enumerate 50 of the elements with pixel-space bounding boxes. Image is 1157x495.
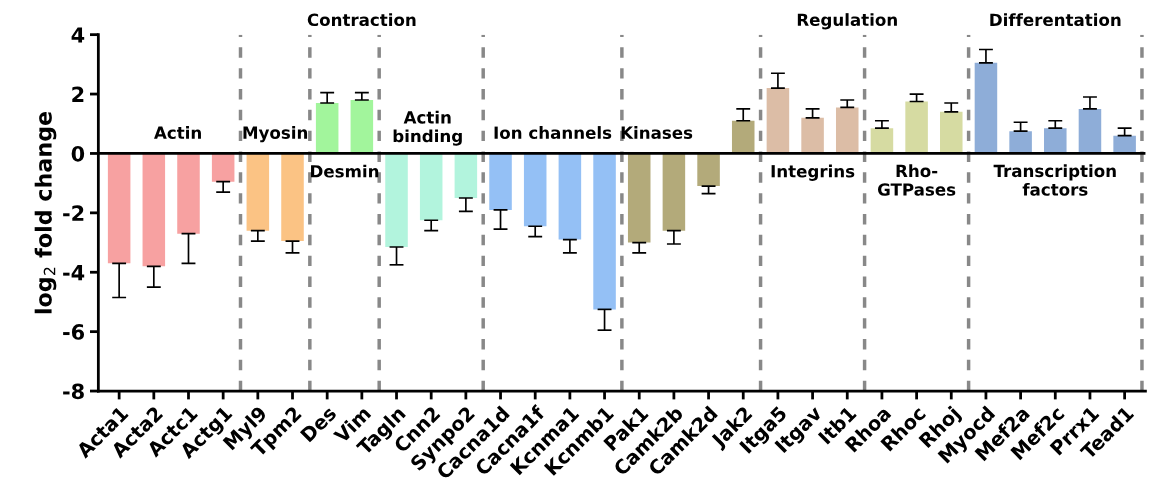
bar — [1009, 131, 1032, 154]
y-axis-title: log$_{2}$ fold change — [34, 111, 57, 314]
bar — [558, 153, 582, 240]
annotation: Desmin — [311, 164, 379, 178]
bar — [731, 120, 755, 154]
bar — [177, 153, 200, 234]
text: Differentation — [990, 13, 1121, 27]
annotation: Transcription factors — [993, 164, 1116, 196]
bar — [766, 88, 790, 154]
annotation: Ion channels — [494, 126, 612, 139]
annotation: Kinases — [621, 126, 693, 139]
bar — [419, 153, 443, 221]
bar — [940, 111, 963, 154]
bar — [801, 117, 824, 154]
bar — [454, 153, 478, 198]
bar — [489, 153, 512, 210]
bar — [142, 153, 166, 267]
y-tick-label: -4 — [63, 264, 85, 281]
text: Regulation — [797, 13, 897, 30]
bar — [905, 101, 928, 154]
bar — [350, 99, 374, 154]
bar — [1113, 135, 1136, 154]
y-tick-label: 2 — [72, 86, 84, 102]
bar — [974, 62, 998, 154]
y-tick-label: 4 — [71, 27, 85, 43]
text: Contraction — [307, 13, 416, 27]
bar — [1044, 128, 1067, 154]
annotation: Integrins — [771, 164, 855, 181]
bar — [593, 153, 616, 310]
annotation: Rho- GTPases — [877, 164, 956, 196]
y-tick-label: -2 — [63, 205, 84, 221]
bar — [1078, 108, 1102, 154]
y-tick-label: -6 — [63, 324, 85, 340]
bar — [385, 153, 408, 248]
bar — [281, 153, 304, 242]
y-tick-label: 0 — [71, 145, 85, 162]
bar — [523, 153, 547, 227]
y-tick-label: -8 — [63, 383, 84, 400]
bar — [697, 153, 720, 187]
bar — [107, 153, 131, 264]
bar — [662, 153, 686, 231]
annotation: Actin binding — [393, 110, 462, 146]
annotation: Myosin — [243, 126, 308, 143]
annotation: Actin — [154, 126, 201, 139]
bar — [870, 128, 894, 154]
bar — [315, 102, 339, 154]
bar — [835, 107, 859, 154]
bar — [627, 153, 651, 243]
bar — [246, 153, 270, 231]
bar — [211, 153, 235, 182]
